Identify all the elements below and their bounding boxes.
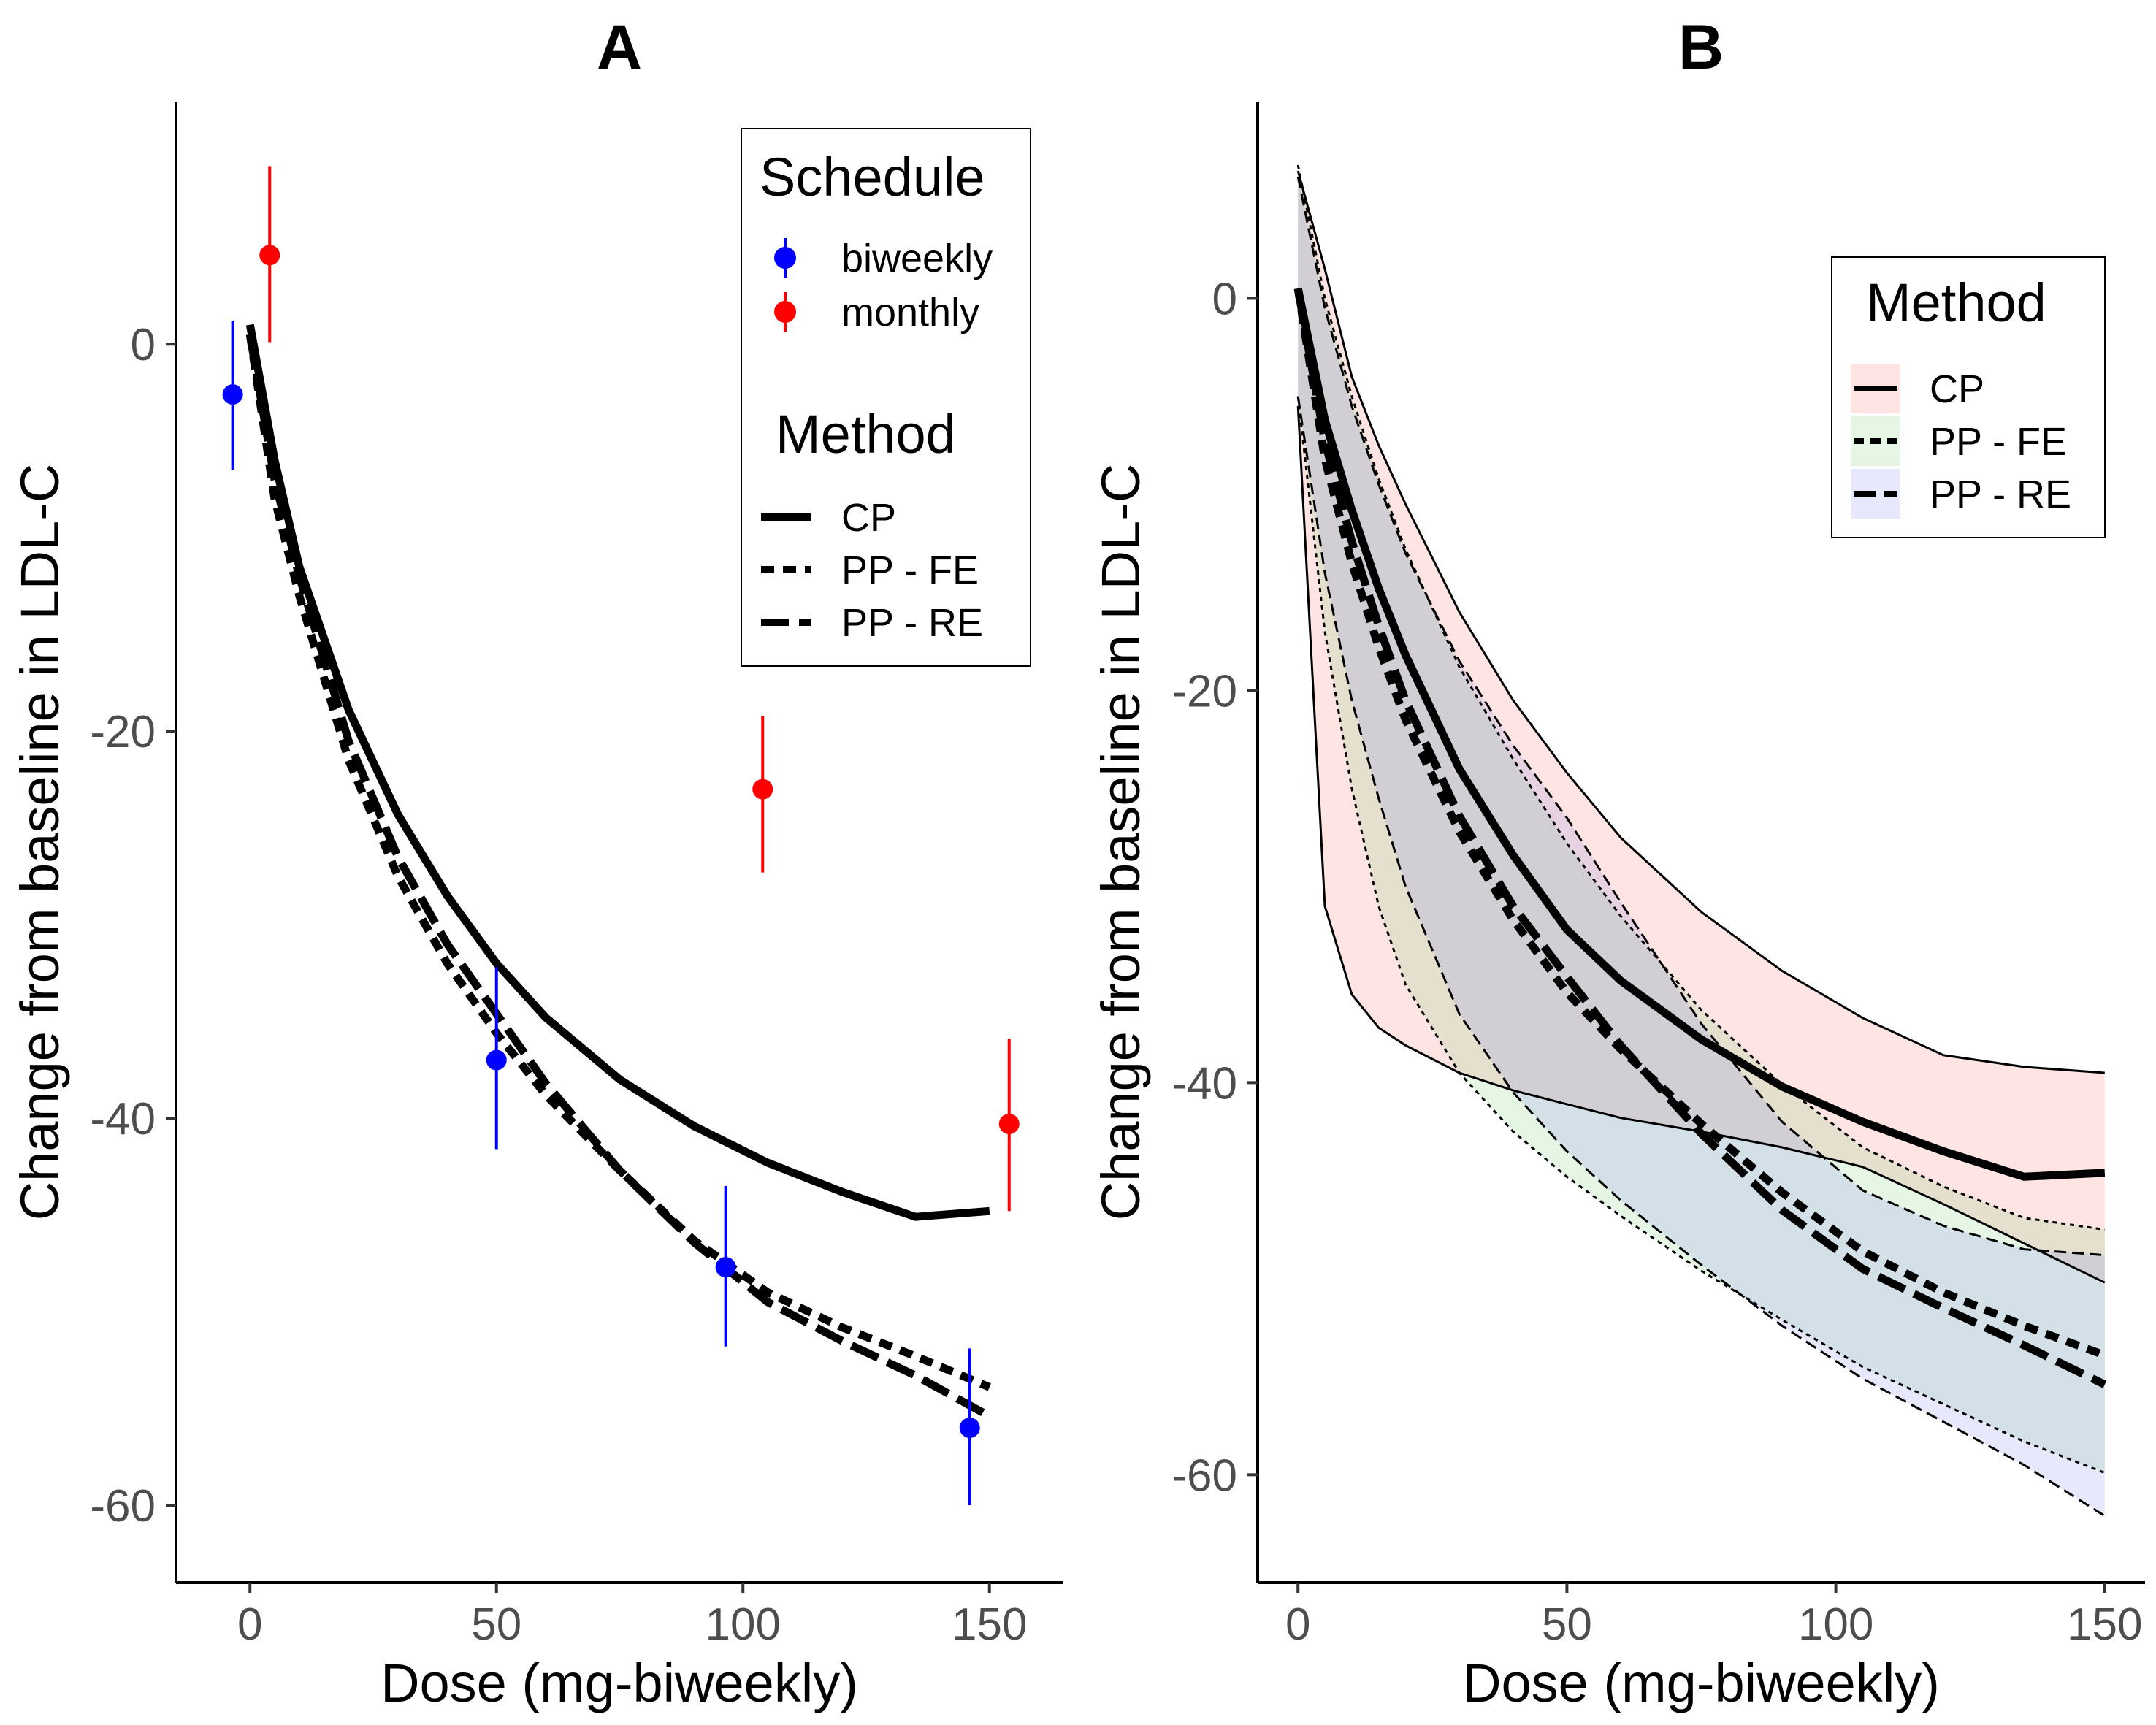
panel-a-y-tick-label: -60 [90,1481,156,1531]
series-line-cp [1293,287,2106,1181]
data-point-monthly [752,779,773,800]
panel-b-x-tick-label: 150 [2067,1599,2142,1650]
panel-a-x-tick-label: 150 [952,1599,1027,1650]
panel-b-y-axis-title: Change from baseline in LDL-C [1090,464,1151,1221]
legend-b-pp-fe-label: PP - FE [1930,420,2067,464]
legend-biweekly-label: biweekly [841,237,993,280]
data-point-biweekly [222,384,243,405]
legend-biweekly-marker [774,247,796,269]
legend-entry-biweekly: biweekly [774,237,993,280]
panel-a-legend-schedule-title: Schedule [760,147,985,207]
legend-entry-cp: CP [761,496,896,540]
legend-b-cp-label: CP [1930,367,1984,411]
panel-a-legend-box [741,128,1031,667]
legend-b-pp-re-label: PP - RE [1930,473,2071,516]
panel-a-legend-method-title: Method [776,404,956,464]
panel-b-y-tick-label: 0 [1212,274,1237,324]
panel-b-y-ticks: 0 -20 -40 -60 [1171,274,1258,1501]
panel-a-y-tick-label: -20 [90,707,156,757]
data-point-biweekly [715,1257,736,1278]
legend-b-entry-pp-fe: PP - FE [1851,416,2067,466]
panel-b-legend: Method CP PP - FE PP - RE [1831,256,2106,538]
panel-b-x-tick-label: 50 [1542,1599,1592,1650]
ci-lower-pp-re [1296,396,2106,1517]
series-line-pp-fe [245,334,991,1391]
panel-b-x-tick-label: 100 [1798,1599,1873,1650]
panel-b-legend-box [1831,256,2106,538]
panel-b-legend-title: Method [1866,272,2046,333]
panel-b-x-ticks: 0 50 100 150 [1285,1583,2142,1650]
panel-a-y-axis-title: Change from baseline in LDL-C [9,464,70,1221]
panel-a-x-ticks: 0 50 100 150 [237,1583,1027,1650]
series-line-pp-re [245,334,992,1420]
panel-a-legend: Schedule biweekly monthly Method CP PP -… [741,128,1031,667]
series-line-pp-fe [1293,288,2106,1359]
ci-band-pp-re [1298,177,2105,1516]
legend-pp-fe-label: PP - FE [841,548,979,592]
panel-a-marks [222,166,1020,1506]
legend-monthly-marker [774,301,796,323]
legend-monthly-label: monthly [841,291,979,334]
panel-b-x-tick-label: 0 [1285,1599,1310,1650]
panel-a-x-tick-label: 0 [237,1599,262,1650]
panel-b-x-axis-title: Dose (mg-biweekly) [1462,1653,1940,1713]
legend-pp-re-label: PP - RE [841,601,983,645]
ci-lower-pp-fe [1296,396,2106,1475]
data-point-monthly [998,1114,1020,1135]
panel-a-y-tick-label: 0 [131,320,156,370]
panel-b: B 0 50 100 150 0 -20 -40 -60 Dose (mg-biweekly… [1090,12,2145,1713]
panel-a-y-ticks: 0 -20 -40 -60 [90,320,176,1531]
legend-entry-monthly: monthly [774,291,979,334]
panel-b-title: B [1678,12,1724,83]
legend-b-entry-pp-re: PP - RE [1851,469,2071,519]
data-point-monthly [259,245,280,266]
series-line-pp-re [1293,288,2107,1388]
ci-upper-cp [1296,170,2105,1074]
panel-b-y-tick-label: -40 [1171,1058,1237,1109]
data-point-biweekly [486,1049,507,1071]
ci-lower-cp [1296,406,2106,1284]
panel-b-y-tick-label: -20 [1171,666,1237,716]
panel-b-y-tick-label: -60 [1171,1450,1237,1501]
panel-a-title: A [597,12,642,83]
panel-a: A 0 50 100 150 0 -20 -40 -60 Dose (mg-biweekly… [9,12,1063,1713]
panel-a-x-tick-label: 50 [471,1599,521,1650]
legend-entry-pp-re: PP - RE [761,601,983,645]
ci-upper-pp-fe [1296,164,2106,1231]
legend-b-entry-cp: CP [1851,364,1984,413]
ci-upper-pp-re [1296,176,2105,1257]
panel-a-x-tick-label: 100 [706,1599,781,1650]
data-point-biweekly [959,1418,980,1439]
panel-a-y-tick-label: -40 [90,1094,156,1144]
panel-b-marks [1293,164,2107,1517]
legend-cp-label: CP [841,496,896,540]
panel-a-x-axis-title: Dose (mg-biweekly) [381,1653,858,1713]
legend-entry-pp-fe: PP - FE [761,548,979,592]
ci-band-cp [1298,171,2105,1283]
